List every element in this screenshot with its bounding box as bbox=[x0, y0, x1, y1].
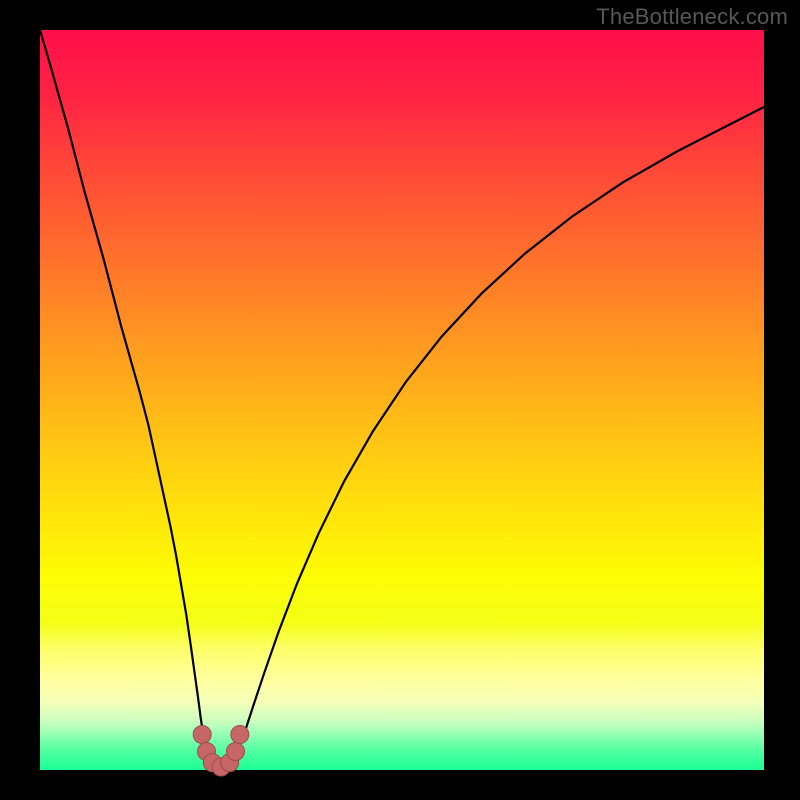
trough-marker bbox=[226, 743, 244, 761]
trough-marker bbox=[193, 725, 211, 743]
plot-background bbox=[40, 30, 764, 770]
trough-marker bbox=[231, 725, 249, 743]
chart-svg bbox=[0, 0, 800, 800]
watermark-text: TheBottleneck.com bbox=[596, 4, 788, 30]
